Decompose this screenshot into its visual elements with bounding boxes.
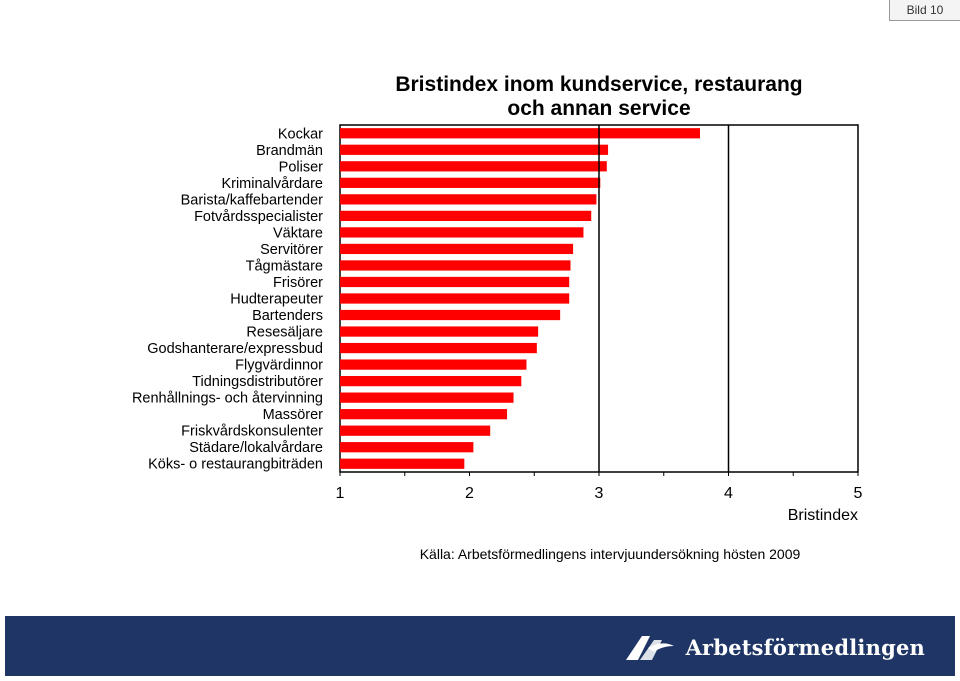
category-label: Frisörer	[273, 275, 323, 291]
bar	[340, 243, 574, 255]
bar	[340, 177, 601, 188]
bars-group	[340, 128, 701, 469]
bar	[340, 144, 609, 155]
bar	[340, 309, 561, 321]
bar	[340, 342, 537, 354]
logo-text: Arbetsförmedlingen	[685, 634, 925, 660]
bar	[340, 293, 570, 304]
x-tick-label: 1	[336, 485, 345, 502]
x-axis: 1 2 3 4 5 Bristindex	[336, 472, 863, 524]
bar-chart: KockarBrandmänPoliserKriminalvårdareBari…	[132, 124, 863, 524]
x-axis-label: Bristindex	[788, 507, 858, 524]
category-label: Resesäljare	[246, 325, 323, 341]
slide-number-label: Bild 10	[889, 0, 960, 21]
bar	[340, 161, 607, 172]
category-label: Flygvärdinnor	[235, 358, 323, 374]
category-label: Massörer	[263, 407, 324, 423]
chart-title: Bristindex inom kundservice, restaurang …	[340, 73, 858, 121]
category-label: Friskvårdskonsulenter	[181, 424, 323, 440]
bar	[340, 128, 701, 139]
category-label: Kriminalvårdare	[221, 176, 323, 192]
bar	[340, 392, 514, 403]
category-label: Tågmästare	[246, 258, 323, 274]
chart-title-line-1: Bristindex inom kundservice, restaurang	[395, 73, 803, 96]
logo: Arbetsförmedlingen	[624, 632, 925, 662]
category-label: Fotvårdsspecialister	[194, 209, 323, 225]
bar	[340, 194, 597, 205]
category-label: Renhållnings- och återvinning	[132, 391, 323, 407]
bar	[340, 210, 592, 222]
footer-band: Arbetsförmedlingen	[5, 616, 955, 676]
bar	[340, 276, 570, 288]
bar	[340, 409, 508, 420]
x-tick-label: 5	[854, 485, 863, 502]
category-label: Köks- o restaurangbiträden	[148, 457, 323, 473]
category-label: Städare/lokalvårdare	[189, 440, 323, 456]
category-label: Kockar	[278, 126, 323, 142]
category-label: Bartenders	[252, 308, 323, 324]
category-labels: KockarBrandmänPoliserKriminalvårdareBari…	[132, 126, 323, 472]
category-label: Tidningsdistributörer	[192, 374, 323, 390]
arbetsformedlingen-logo-icon	[625, 636, 674, 660]
category-label: Servitörer	[260, 242, 323, 258]
bar	[340, 425, 491, 436]
category-label: Godshanterare/expressbud	[147, 341, 323, 357]
chart-title-line-2: och annan service	[507, 97, 691, 120]
category-label: Barista/kaffebartender	[181, 192, 324, 208]
x-tick-label: 3	[595, 485, 604, 502]
gridlines	[598, 125, 730, 472]
bar	[340, 260, 571, 271]
category-label: Hudterapeuter	[230, 292, 323, 308]
x-tick-label: 4	[724, 485, 733, 502]
bar	[340, 458, 465, 469]
category-label: Väktare	[273, 225, 323, 241]
bar	[340, 227, 584, 238]
bar	[340, 326, 539, 337]
source-note: Källa: Arbetsförmedlingens intervjuunder…	[419, 546, 801, 562]
x-tick-label: 2	[465, 485, 474, 502]
category-label: Brandmän	[256, 143, 323, 159]
bar	[340, 442, 474, 453]
category-label: Poliser	[279, 159, 323, 175]
bar	[340, 359, 527, 370]
bar	[340, 375, 522, 387]
